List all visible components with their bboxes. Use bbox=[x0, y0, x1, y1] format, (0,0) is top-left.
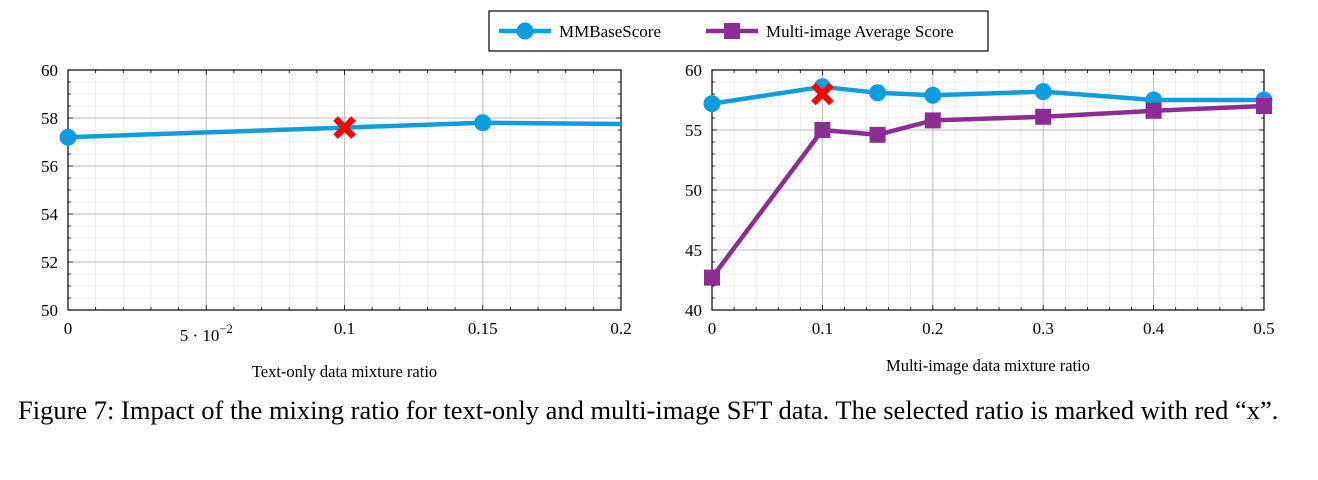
selected-ratio-marker bbox=[811, 82, 834, 106]
selected-x-stroke bbox=[333, 116, 356, 139]
grid bbox=[67, 69, 622, 311]
x-tick-label: 5 · 10−2 bbox=[180, 322, 233, 345]
selected-x-stroke bbox=[811, 82, 834, 106]
x-tick-label: 0 bbox=[64, 319, 73, 338]
x-tick-label: 0 bbox=[708, 319, 717, 338]
legend-item: MMBaseScore bbox=[499, 22, 661, 41]
x-tick-label: 0.1 bbox=[812, 319, 833, 338]
chart-text-only: 0 5 · 10−2 0.1 0.15 0.2 50 52 54 56 58 60 Text-only… bbox=[41, 61, 632, 381]
legend-label: Multi-image Average Score bbox=[766, 22, 954, 41]
y-tick-label: 50 bbox=[41, 301, 58, 320]
y-tick-label: 60 bbox=[685, 61, 702, 80]
series-multi-image-average-score bbox=[704, 98, 1272, 286]
tick-marks bbox=[711, 69, 1265, 311]
grid bbox=[711, 69, 1265, 311]
x-tick-label: 0.15 bbox=[468, 319, 498, 338]
y-tick-label: 52 bbox=[41, 253, 58, 272]
series-mmbasescore bbox=[703, 78, 1273, 113]
y-tick-label: 50 bbox=[685, 181, 702, 200]
data-point bbox=[869, 126, 886, 143]
x-axis-label: Text-only data mixture ratio bbox=[252, 362, 437, 381]
figure-caption: Figure 7: Impact of the mixing ratio for… bbox=[18, 395, 1279, 425]
legend: MMBaseScore Multi-image Average Score bbox=[488, 10, 989, 52]
x-tick-label: 0.4 bbox=[1143, 319, 1165, 338]
x-tick-label: 0.2 bbox=[610, 319, 631, 338]
data-point bbox=[924, 86, 942, 104]
series-mmbasescore bbox=[59, 114, 622, 146]
x-tick-label: 0.1 bbox=[334, 319, 355, 338]
legend-swatch-marker bbox=[516, 22, 534, 40]
data-point bbox=[703, 95, 721, 113]
y-tick-label: 58 bbox=[41, 109, 58, 128]
data-point bbox=[704, 269, 720, 286]
data-point bbox=[1145, 102, 1162, 119]
x-tick-label: 0.5 bbox=[1253, 319, 1274, 338]
x-tick-label-exponent: −2 bbox=[219, 322, 232, 336]
y-tick-label: 40 bbox=[685, 301, 702, 320]
series-line bbox=[711, 84, 1264, 106]
data-point bbox=[1256, 98, 1272, 114]
x-tick-label: 0.3 bbox=[1033, 319, 1054, 338]
chart-multi-image: 0 0.1 0.2 0.3 0.4 0.5 40 45 50 55 60 Multi-image da… bbox=[685, 61, 1275, 375]
series-line bbox=[710, 103, 1265, 279]
data-point bbox=[59, 128, 77, 146]
data-point bbox=[814, 122, 831, 138]
data-point bbox=[1035, 108, 1052, 125]
data-point bbox=[474, 114, 492, 132]
legend-swatch-marker bbox=[724, 23, 740, 39]
series-line bbox=[67, 120, 622, 140]
y-tick-label: 60 bbox=[41, 61, 58, 80]
figure: MMBaseScore Multi-image Average Score 0 5 … bbox=[41, 10, 1275, 381]
y-tick-label: 45 bbox=[685, 241, 702, 260]
selected-ratio-marker bbox=[333, 116, 356, 139]
y-tick-label: 56 bbox=[41, 157, 58, 176]
y-tick-label: 55 bbox=[685, 121, 702, 140]
data-point bbox=[924, 112, 941, 129]
tick-marks bbox=[67, 69, 622, 311]
data-point bbox=[869, 84, 887, 102]
x-axis-label: Multi-image data mixture ratio bbox=[886, 356, 1090, 375]
y-tick-label: 54 bbox=[41, 205, 59, 224]
legend-label: MMBaseScore bbox=[559, 22, 661, 41]
x-tick-label: 0.2 bbox=[922, 319, 943, 338]
data-point bbox=[1034, 83, 1052, 101]
legend-item: Multi-image Average Score bbox=[706, 22, 954, 41]
